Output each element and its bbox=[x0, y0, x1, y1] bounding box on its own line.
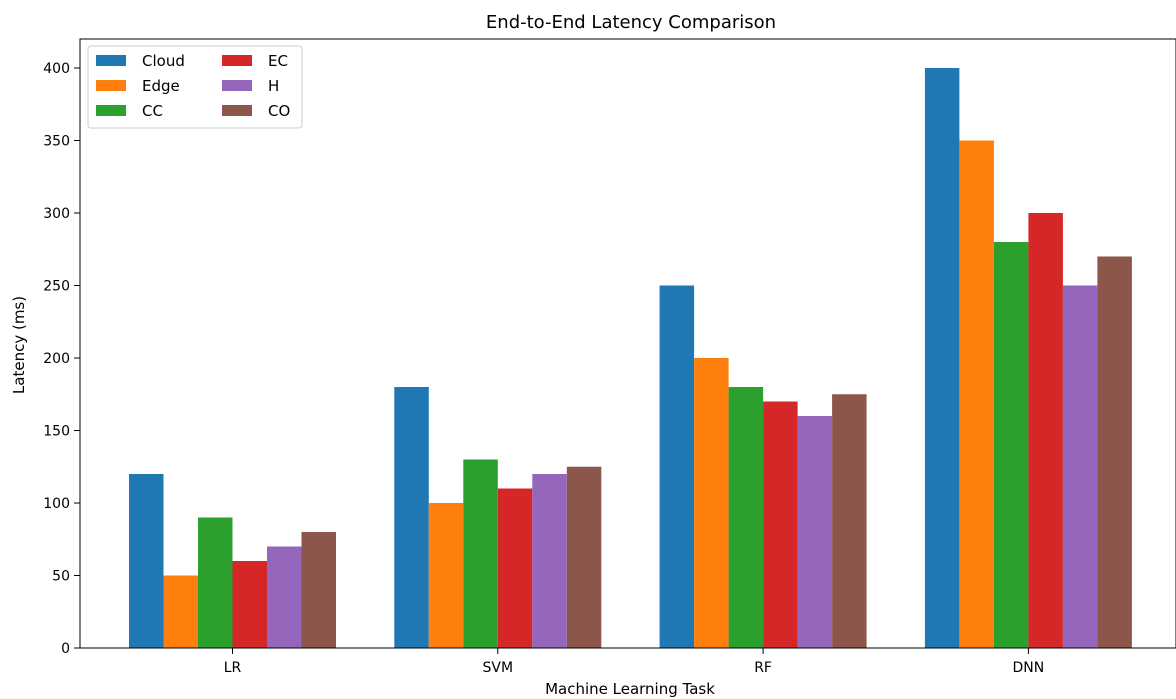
x-tick-label: DNN bbox=[1013, 660, 1045, 676]
legend-swatch-cc bbox=[96, 105, 126, 116]
y-tick-label: 150 bbox=[43, 424, 70, 440]
y-tick-label: 0 bbox=[61, 641, 70, 657]
y-tick-label: 50 bbox=[52, 569, 70, 585]
bar-co-svm bbox=[566, 466, 602, 648]
bar-cloud-rf bbox=[659, 285, 695, 648]
bar-cc-rf bbox=[728, 387, 764, 648]
y-axis: 0 50 100 150 200 250 300 350 400 bbox=[43, 61, 80, 657]
bar-edge-rf bbox=[694, 358, 729, 648]
x-axis: LR SVM RF DNN bbox=[224, 648, 1045, 676]
legend-label-h: H bbox=[268, 77, 279, 95]
bar-h-dnn bbox=[1062, 285, 1098, 648]
bar-edge-svm bbox=[428, 503, 464, 648]
bar-edge-lr bbox=[163, 575, 198, 648]
y-tick-label: 250 bbox=[43, 279, 70, 295]
x-tick-label: SVM bbox=[483, 660, 514, 676]
x-tick-label: RF bbox=[754, 660, 772, 676]
bar-cloud-svm bbox=[394, 387, 429, 648]
legend-label-edge: Edge bbox=[142, 77, 180, 95]
legend-label-cloud: Cloud bbox=[142, 52, 185, 70]
bar-co-rf bbox=[832, 394, 867, 648]
legend-label-ec: EC bbox=[268, 52, 288, 70]
legend-label-co: CO bbox=[268, 102, 290, 120]
plot-area bbox=[129, 68, 1132, 648]
y-tick-label: 350 bbox=[43, 134, 70, 150]
legend-label-cc: CC bbox=[142, 102, 163, 120]
bar-edge-dnn bbox=[959, 140, 994, 648]
bar-cc-lr bbox=[198, 517, 233, 648]
y-axis-title: Latency (ms) bbox=[10, 296, 28, 394]
bar-ec-rf bbox=[763, 401, 798, 648]
bar-co-dnn bbox=[1097, 256, 1132, 648]
legend-swatch-h bbox=[222, 80, 252, 91]
legend-swatch-edge bbox=[96, 80, 126, 91]
y-tick-label: 200 bbox=[43, 351, 70, 367]
legend-swatch-ec bbox=[222, 55, 252, 66]
legend-swatch-co bbox=[222, 105, 252, 116]
bar-cloud-lr bbox=[129, 474, 164, 648]
bar-cc-svm bbox=[463, 459, 498, 648]
bar-h-rf bbox=[797, 416, 833, 648]
bar-cloud-dnn bbox=[924, 68, 960, 648]
bar-h-svm bbox=[532, 474, 567, 648]
x-axis-title: Machine Learning Task bbox=[545, 680, 715, 698]
legend: Cloud Edge CC EC H CO bbox=[87, 45, 303, 129]
plot-frame bbox=[79, 38, 1176, 649]
bar-ec-dnn bbox=[1028, 213, 1063, 648]
x-tick-label: LR bbox=[224, 660, 242, 676]
y-tick-label: 400 bbox=[43, 61, 70, 77]
legend-swatch-cloud bbox=[96, 55, 126, 66]
bar-ec-svm bbox=[497, 488, 533, 648]
bar-cc-dnn bbox=[993, 242, 1029, 648]
bar-ec-lr bbox=[232, 561, 267, 648]
bar-co-lr bbox=[301, 532, 336, 648]
bar-h-lr bbox=[267, 546, 302, 648]
chart-title: End-to-End Latency Comparison bbox=[486, 12, 776, 33]
y-tick-label: 100 bbox=[43, 496, 70, 512]
y-tick-label: 300 bbox=[43, 206, 70, 222]
